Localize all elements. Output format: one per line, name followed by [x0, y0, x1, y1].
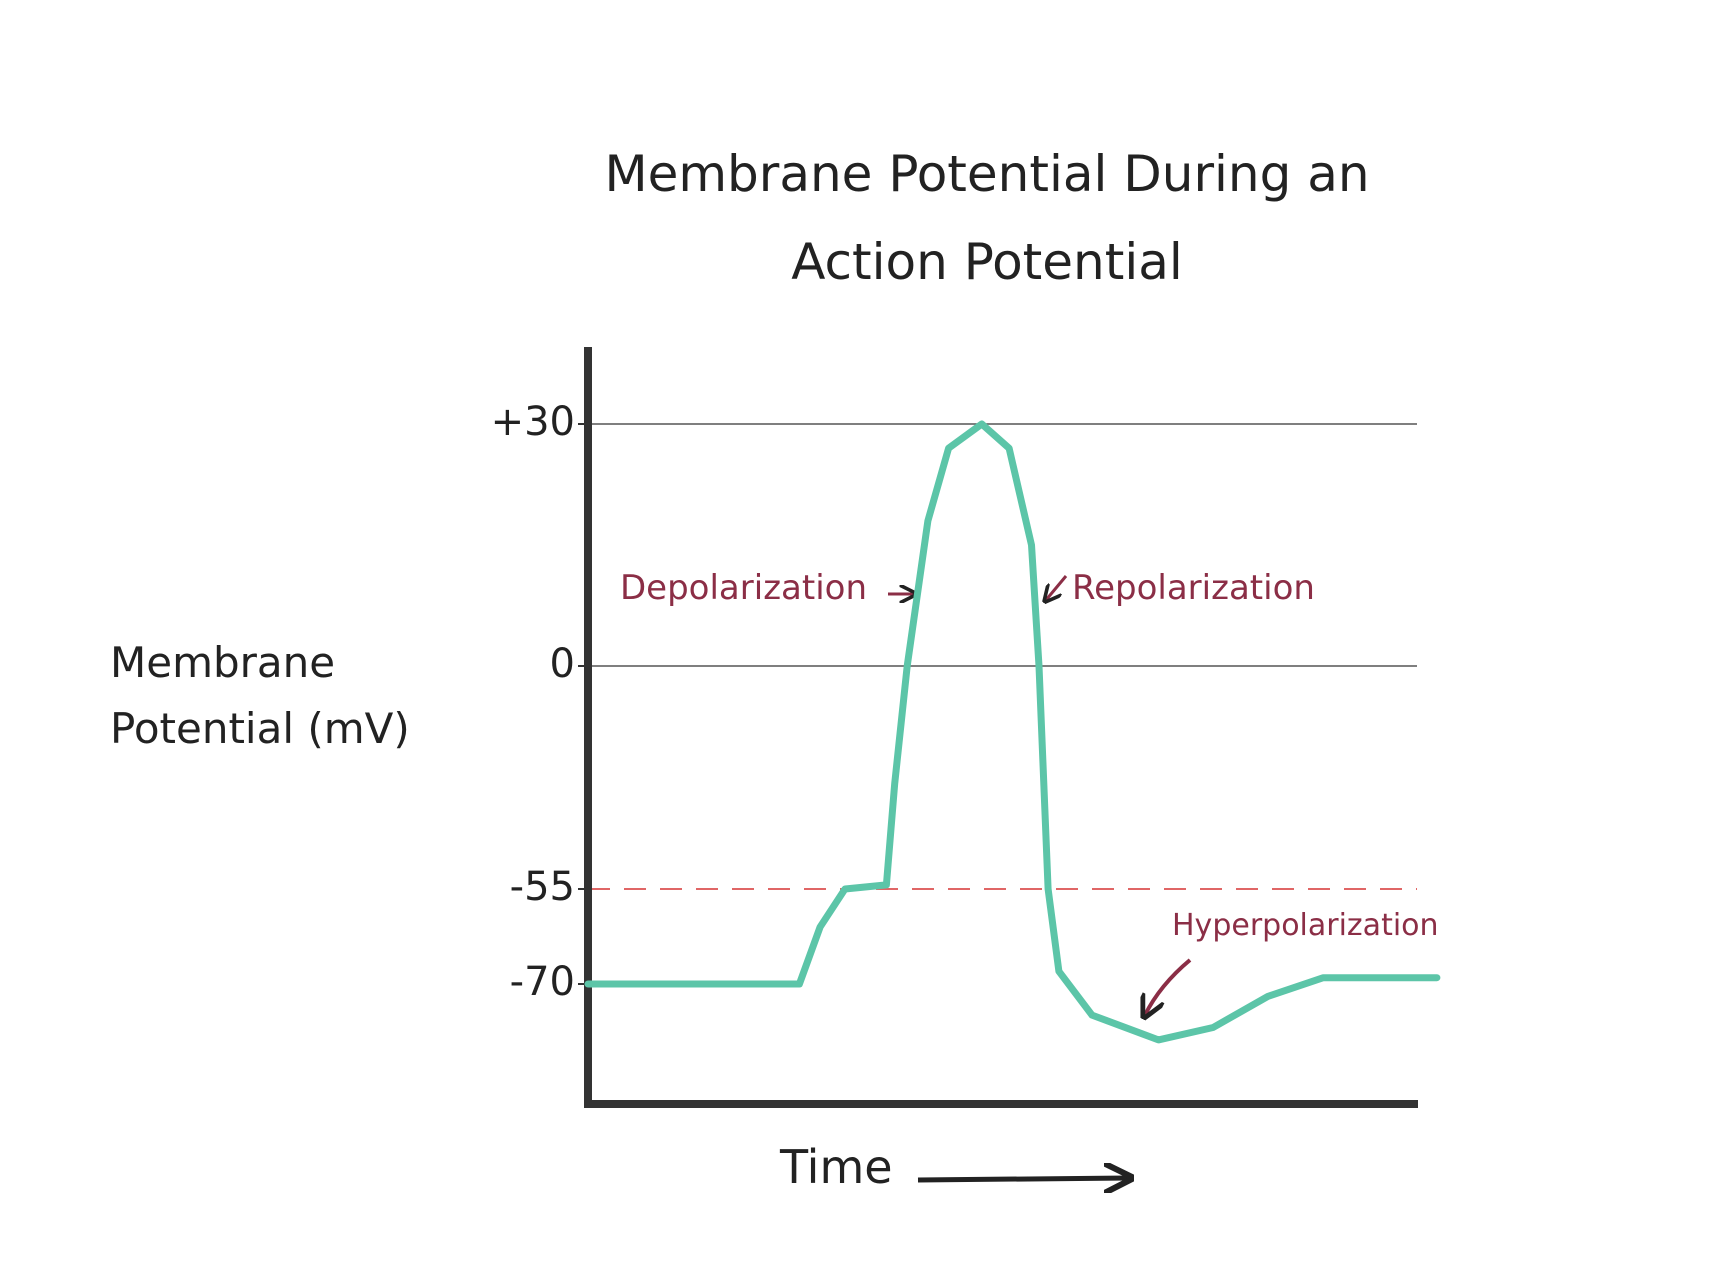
grid	[588, 423, 1417, 890]
annotation-arrow	[1046, 575, 1068, 600]
plot	[584, 420, 1441, 1044]
x-axis-label: Time	[780, 1140, 893, 1194]
y-axis-label: Membrane Potential (mV)	[110, 638, 410, 753]
y-tick-label: +30	[491, 399, 575, 445]
y-ticks: -70 -55 0 +30	[491, 399, 588, 1005]
annotation-arrow	[1145, 958, 1192, 1015]
y-tick-label: -70	[510, 959, 575, 1005]
annotation: Hyperpolarization	[1172, 908, 1439, 943]
chart-title: Membrane Potential During an Action Pote…	[604, 145, 1370, 291]
annotation: Repolarization	[1072, 568, 1315, 608]
line	[584, 420, 1441, 1044]
annotation: Depolarization	[620, 568, 867, 608]
y-tick-label: 0	[550, 641, 575, 687]
time-arrow	[917, 1178, 1128, 1180]
y-tick-label: -55	[510, 864, 575, 910]
